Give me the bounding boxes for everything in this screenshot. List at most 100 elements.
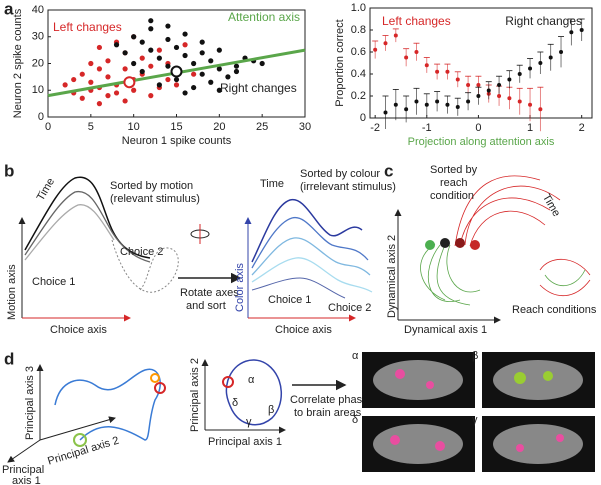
- label: β: [268, 404, 274, 416]
- state: [470, 240, 480, 250]
- point: [199, 50, 205, 56]
- label: Sorted by colour: [300, 168, 380, 180]
- trajectory: [111, 239, 179, 293]
- axis-label: Choice axis: [275, 324, 332, 336]
- point: [445, 69, 450, 74]
- y-tick-label: 20: [32, 57, 44, 69]
- activity: [435, 441, 445, 451]
- x-tick-label: 1: [527, 122, 533, 134]
- activity: [395, 369, 405, 379]
- point: [538, 61, 543, 65]
- state: [455, 238, 465, 248]
- point: [445, 102, 450, 107]
- axis-line-label: Attention axis: [228, 10, 300, 24]
- point: [455, 77, 460, 82]
- point: [165, 76, 171, 83]
- point: [259, 60, 265, 67]
- activity: [426, 381, 434, 389]
- axis-label: Dynamical axis 2: [386, 235, 398, 318]
- point: [182, 52, 188, 59]
- point: [156, 82, 162, 88]
- point: [216, 66, 222, 72]
- label: (irrelevant stimulus): [300, 181, 396, 193]
- x-tick-label: 25: [256, 121, 268, 133]
- label: Correlate phases: [290, 394, 374, 406]
- x-tick-label: 10: [128, 121, 140, 133]
- point: [528, 102, 533, 107]
- label: Choice 1: [32, 276, 75, 288]
- point: [455, 105, 460, 109]
- y-tick-label: 30: [32, 31, 44, 43]
- label: Sorted by: [430, 164, 478, 176]
- axis-label: Dynamical axis 1: [404, 324, 487, 336]
- point: [148, 26, 154, 32]
- point: [131, 60, 137, 67]
- label: γ: [472, 414, 478, 426]
- x-tick-label: 2: [579, 122, 585, 134]
- brain: [373, 360, 463, 400]
- point: [404, 55, 409, 60]
- point: [88, 60, 94, 67]
- point: [191, 60, 197, 67]
- label: to brain areas: [294, 407, 362, 419]
- point: [414, 99, 419, 104]
- state: [154, 382, 166, 394]
- y-tick-label: 0.8: [351, 24, 366, 36]
- legend-label: Left changes: [382, 14, 451, 28]
- x-tick-label: -2: [370, 122, 380, 134]
- point: [191, 71, 197, 77]
- y-tick-label: 0.4: [351, 68, 366, 80]
- point: [88, 79, 94, 85]
- activity: [543, 371, 553, 381]
- point: [435, 69, 440, 74]
- axis-label: Motion axis: [6, 264, 18, 320]
- label: Time: [35, 176, 57, 203]
- point: [182, 31, 188, 37]
- label: Time: [540, 192, 562, 219]
- point: [548, 55, 553, 60]
- point: [139, 39, 145, 45]
- point: [569, 30, 574, 35]
- point: [404, 107, 409, 112]
- panel-label: c: [384, 161, 393, 180]
- inset: [539, 258, 591, 297]
- y-tick-label: 0: [38, 111, 44, 123]
- point: [156, 55, 162, 61]
- trajectory: [251, 199, 363, 263]
- point: [233, 68, 240, 75]
- axis-label: Principal: [2, 464, 44, 476]
- y-tick-label: 1.0: [351, 2, 366, 14]
- trajectory: [251, 257, 373, 293]
- state: [150, 373, 160, 383]
- axis-label: Principal axis 3: [24, 366, 36, 440]
- label: Reach conditions: [512, 304, 597, 316]
- state: [440, 238, 450, 248]
- activity: [514, 372, 526, 384]
- point: [476, 83, 481, 87]
- point: [148, 18, 154, 24]
- panel-label: d: [4, 349, 14, 368]
- legend-label: Right changes: [220, 81, 297, 95]
- y-axis-label: Proportion correct: [334, 19, 346, 106]
- point: [173, 82, 180, 88]
- point: [105, 93, 111, 99]
- point: [538, 107, 543, 112]
- point: [528, 66, 533, 71]
- brain: [373, 424, 463, 464]
- point: [122, 50, 128, 56]
- point: [199, 39, 205, 45]
- point: [96, 44, 102, 51]
- point: [466, 99, 471, 104]
- point: [113, 90, 120, 96]
- point: [383, 110, 388, 115]
- x-tick-label: 30: [299, 121, 311, 133]
- y-tick-label: 10: [32, 84, 44, 96]
- point: [105, 58, 111, 64]
- plot-frame: [369, 7, 593, 119]
- point: [486, 88, 491, 93]
- brain: [493, 360, 583, 400]
- x-axis-label: Projection along attention axis: [408, 136, 555, 148]
- x-tick-label: 15: [170, 121, 182, 133]
- panel-b: Sorted by motion (relevant stimulus) Tim…: [6, 168, 396, 336]
